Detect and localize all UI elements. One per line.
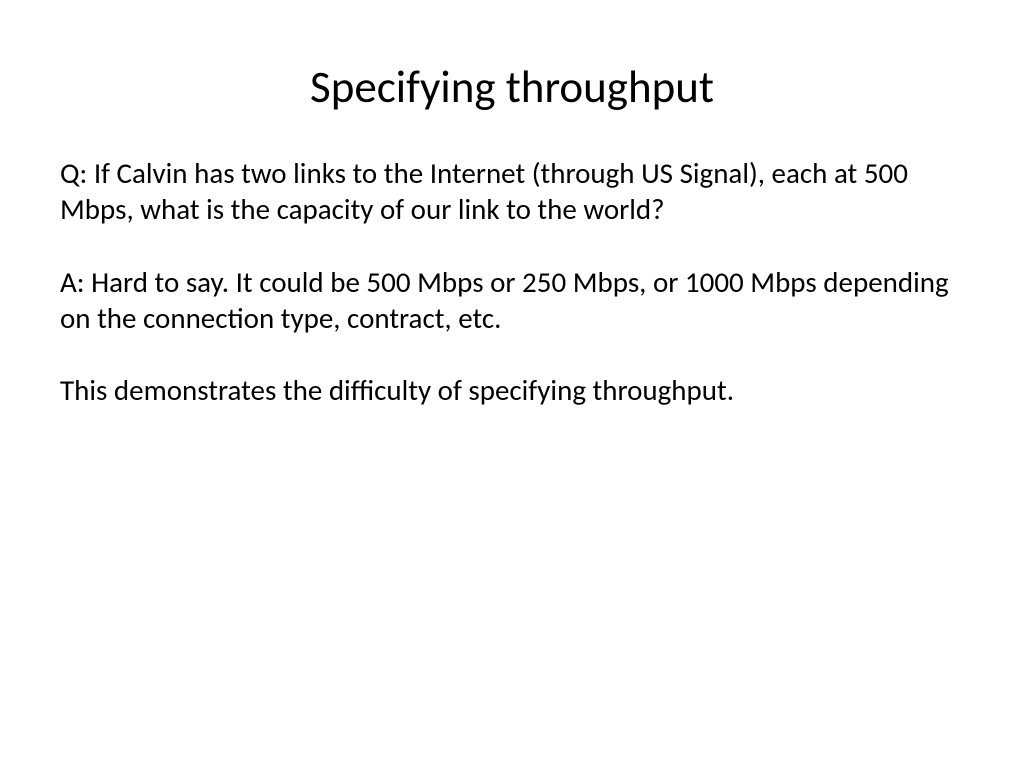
paragraph-answer: A: Hard to say. It could be 500 Mbps or …: [60, 264, 964, 337]
paragraph-question: Q: If Calvin has two links to the Intern…: [60, 155, 964, 228]
paragraph-conclusion: This demonstrates the difficulty of spec…: [60, 372, 964, 408]
slide-body: Q: If Calvin has two links to the Intern…: [60, 155, 964, 408]
slide-container: Specifying throughput Q: If Calvin has t…: [0, 0, 1024, 768]
slide-title: Specifying throughput: [60, 60, 964, 115]
